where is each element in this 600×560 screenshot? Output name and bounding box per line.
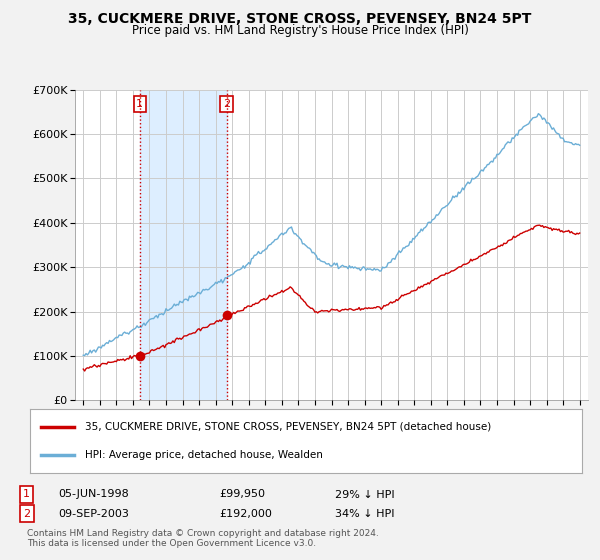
Text: 2: 2 bbox=[223, 99, 230, 109]
Text: 1: 1 bbox=[136, 99, 143, 109]
Text: Price paid vs. HM Land Registry's House Price Index (HPI): Price paid vs. HM Land Registry's House … bbox=[131, 24, 469, 36]
Text: 34% ↓ HPI: 34% ↓ HPI bbox=[335, 509, 394, 519]
Text: 29% ↓ HPI: 29% ↓ HPI bbox=[335, 489, 394, 500]
Text: 1: 1 bbox=[23, 489, 30, 500]
Text: £99,950: £99,950 bbox=[220, 489, 266, 500]
Text: 09-SEP-2003: 09-SEP-2003 bbox=[58, 509, 129, 519]
Bar bbox=[140, 90, 227, 400]
Text: £192,000: £192,000 bbox=[220, 509, 272, 519]
Text: 35, CUCKMERE DRIVE, STONE CROSS, PEVENSEY, BN24 5PT (detached house): 35, CUCKMERE DRIVE, STONE CROSS, PEVENSE… bbox=[85, 422, 491, 432]
Text: Contains HM Land Registry data © Crown copyright and database right 2024.
This d: Contains HM Land Registry data © Crown c… bbox=[26, 529, 379, 548]
Text: 35, CUCKMERE DRIVE, STONE CROSS, PEVENSEY, BN24 5PT: 35, CUCKMERE DRIVE, STONE CROSS, PEVENSE… bbox=[68, 12, 532, 26]
Text: HPI: Average price, detached house, Wealden: HPI: Average price, detached house, Weal… bbox=[85, 450, 323, 460]
Text: 05-JUN-1998: 05-JUN-1998 bbox=[58, 489, 129, 500]
Text: 2: 2 bbox=[23, 509, 30, 519]
